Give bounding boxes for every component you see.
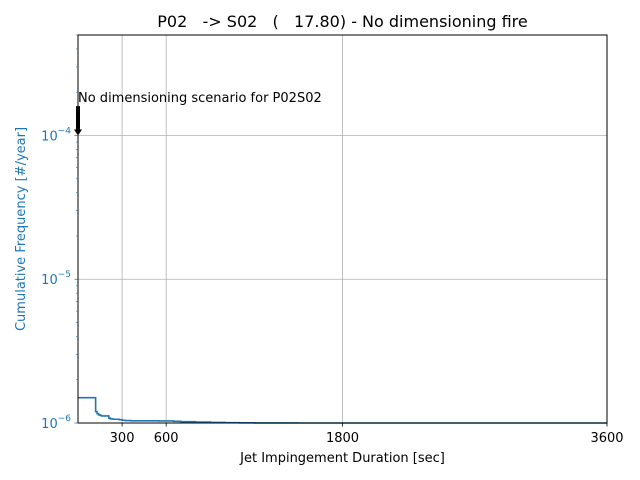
x-tick-label: 1800: [326, 431, 359, 446]
y-tick-label: 10−4: [41, 126, 71, 144]
x-tick-label: 3600: [590, 431, 623, 446]
y-axis-ticks: 10−6 10−5 10−4: [41, 34, 78, 432]
annotation-text: No dimensioning scenario for P02S02: [78, 91, 322, 106]
x-axis-label: Jet Impingement Duration [sec]: [239, 451, 445, 466]
x-axis-ticks: 300 600 1800 3600: [110, 423, 624, 446]
y-tick-label: 10−5: [41, 270, 71, 288]
y-tick-label: 10−6: [41, 414, 71, 432]
x-tick-label: 600: [154, 431, 179, 446]
y-axis-label: Cumulative Frequency [#/year]: [14, 127, 29, 331]
x-tick-label: 300: [110, 431, 135, 446]
chart-title: P02 -> S02 ( 17.80) - No dimensioning fi…: [157, 12, 528, 31]
